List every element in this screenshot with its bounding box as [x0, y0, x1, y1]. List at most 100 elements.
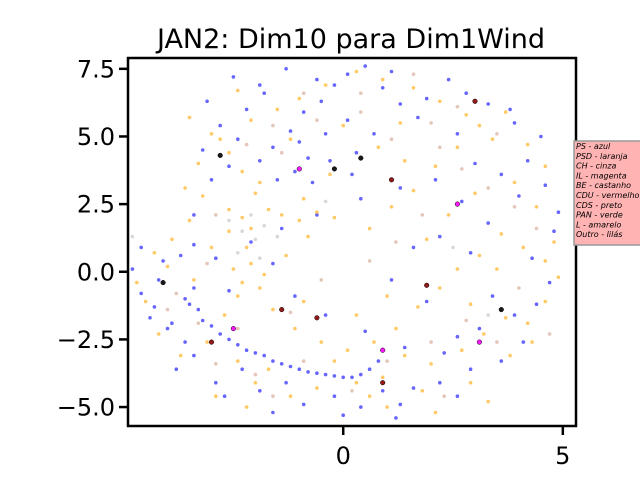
- data-point: [398, 402, 403, 407]
- data-point: [468, 367, 473, 372]
- y-tick-label: −2.5: [57, 326, 115, 354]
- data-point: [328, 159, 332, 163]
- data-point: [454, 201, 460, 207]
- data-point: [552, 240, 556, 244]
- data-point: [288, 394, 293, 399]
- data-point: [214, 213, 218, 217]
- data-point: [372, 132, 376, 136]
- data-point: [209, 324, 214, 328]
- data-point: [187, 218, 192, 223]
- data-point: [227, 337, 231, 342]
- data-point: [525, 159, 530, 163]
- data-point: [174, 367, 179, 372]
- data-point: [468, 380, 473, 385]
- y-tick-label: 2.5: [77, 191, 115, 219]
- data-point: [503, 110, 508, 114]
- data-point: [354, 313, 359, 317]
- data-point: [525, 142, 530, 147]
- data-point: [354, 150, 359, 155]
- data-point: [236, 294, 240, 298]
- data-point: [433, 178, 438, 182]
- data-point: [380, 375, 385, 380]
- data-point: [315, 213, 319, 217]
- data-point: [486, 186, 491, 190]
- data-point: [143, 299, 148, 304]
- data-point: [275, 178, 280, 182]
- data-point: [372, 340, 376, 344]
- data-point: [160, 280, 166, 286]
- data-point: [258, 180, 262, 185]
- x-tick-label: 0: [336, 442, 351, 470]
- data-point: [258, 83, 262, 87]
- data-point: [301, 299, 306, 304]
- data-point: [380, 347, 386, 353]
- data-point: [345, 72, 350, 76]
- data-point: [508, 353, 512, 358]
- data-point: [227, 218, 231, 223]
- data-point: [402, 159, 407, 163]
- data-point: [521, 340, 526, 344]
- data-point: [367, 226, 372, 231]
- data-point: [486, 102, 491, 106]
- data-point: [350, 389, 354, 393]
- data-point: [196, 161, 201, 166]
- data-point: [262, 224, 267, 228]
- data-point: [227, 288, 231, 293]
- legend-entry: PS - azul: [576, 142, 611, 151]
- data-point: [376, 359, 381, 363]
- data-point: [345, 348, 350, 353]
- data-point: [271, 307, 275, 312]
- data-point: [460, 167, 464, 171]
- data-point: [301, 110, 306, 114]
- data-point: [192, 353, 196, 358]
- data-point: [503, 316, 508, 320]
- data-point: [222, 394, 227, 399]
- data-point: [249, 118, 253, 122]
- data-point: [464, 318, 469, 323]
- data-point: [495, 132, 499, 136]
- data-point: [284, 380, 288, 385]
- data-point: [341, 413, 346, 418]
- data-point: [367, 259, 372, 263]
- data-point: [424, 282, 430, 288]
- data-point: [208, 339, 215, 345]
- data-point: [411, 245, 416, 250]
- data-point: [468, 251, 473, 255]
- x-tick-label: 5: [555, 442, 570, 470]
- legend-entry: CH - cinza: [576, 162, 616, 171]
- data-point: [258, 389, 262, 393]
- data-point: [130, 267, 135, 271]
- data-point: [284, 253, 288, 258]
- data-point: [319, 340, 324, 344]
- data-point: [178, 353, 183, 358]
- data-point: [499, 172, 504, 177]
- data-point: [183, 340, 187, 344]
- data-point: [512, 313, 517, 317]
- data-point: [249, 213, 253, 217]
- legend-entry: Outro - lilás: [576, 230, 622, 239]
- data-point: [455, 104, 460, 109]
- data-point: [394, 326, 398, 331]
- data-point: [424, 237, 429, 242]
- data-point: [438, 380, 442, 385]
- data-point: [258, 159, 262, 163]
- data-points: [130, 64, 561, 420]
- series-6: [160, 152, 504, 313]
- data-point: [451, 245, 455, 250]
- series-3: [165, 72, 552, 399]
- data-point: [389, 205, 394, 209]
- data-point: [328, 172, 332, 177]
- data-point: [253, 380, 258, 385]
- data-point: [455, 132, 460, 136]
- data-point: [156, 278, 161, 282]
- data-point: [240, 215, 244, 220]
- data-point: [411, 386, 416, 390]
- data-point: [301, 359, 306, 363]
- data-point: [262, 272, 267, 277]
- data-point: [244, 405, 249, 409]
- data-point: [499, 232, 504, 236]
- data-point: [530, 340, 534, 344]
- data-point: [222, 313, 227, 317]
